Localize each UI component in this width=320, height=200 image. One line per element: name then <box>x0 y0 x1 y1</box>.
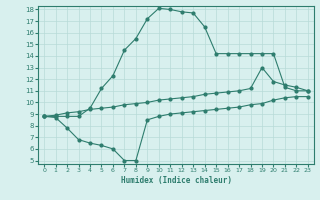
X-axis label: Humidex (Indice chaleur): Humidex (Indice chaleur) <box>121 176 231 185</box>
